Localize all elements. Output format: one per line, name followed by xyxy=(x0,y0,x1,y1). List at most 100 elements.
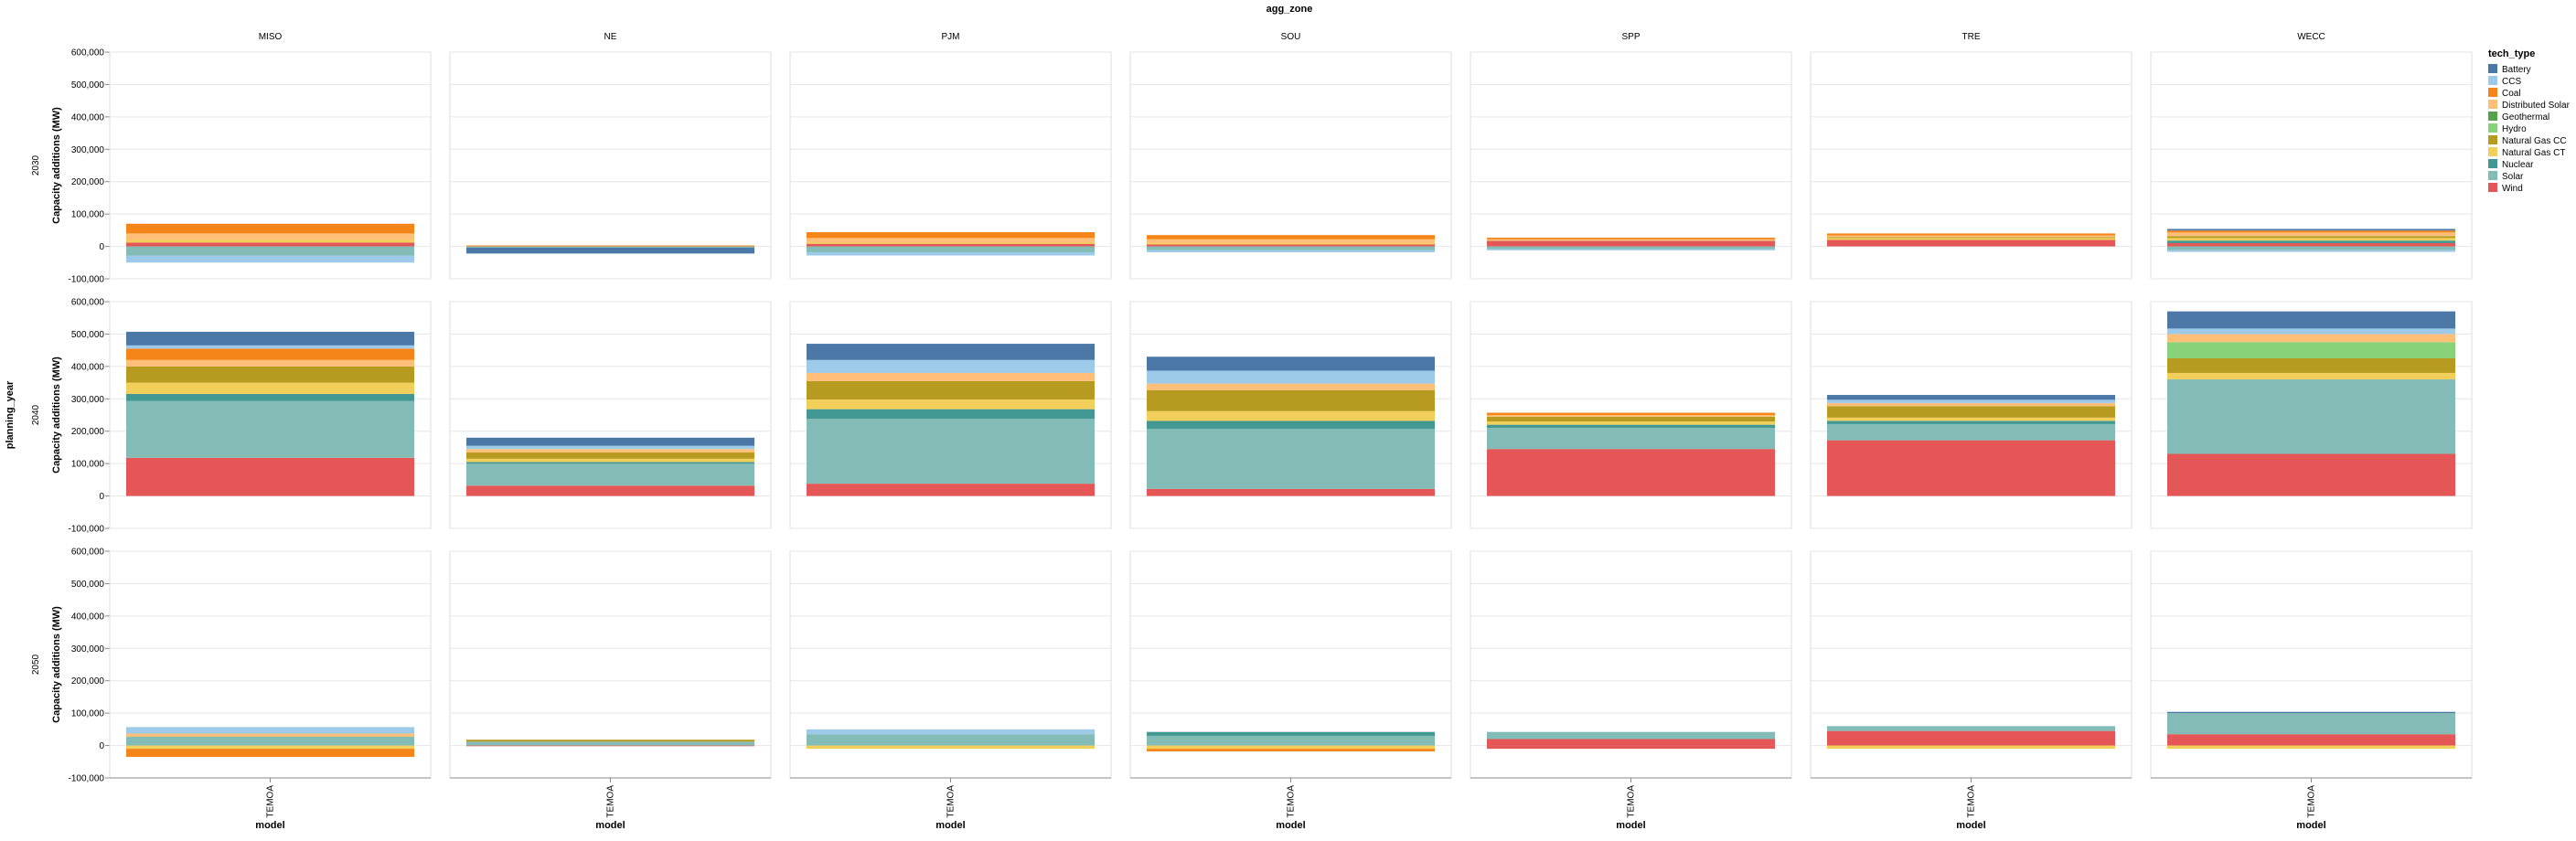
bar-segment-natural-gas-cc xyxy=(1827,237,2115,239)
bar-segment-coal xyxy=(1487,412,1775,415)
y-tick-label: 600,000 xyxy=(71,548,105,558)
legend-title: tech_type xyxy=(2488,48,2535,59)
bar-segment-battery xyxy=(1827,395,2115,400)
bar-segment-distributed-solar xyxy=(2167,232,2455,237)
bar-segment-natural-gas-ct xyxy=(126,745,414,750)
bar-segment-natural-gas-cc xyxy=(2167,358,2455,373)
bar-segment-coal xyxy=(807,231,1095,239)
y-tick-label: 100,000 xyxy=(71,709,105,719)
bar-segment-natural-gas-ct xyxy=(807,399,1095,410)
y-tick-label: 300,000 xyxy=(71,145,105,155)
legend-swatch-natural-gas-ct xyxy=(2488,147,2497,156)
bar-segment-wind xyxy=(1827,730,2115,746)
x-axis-title: model xyxy=(1276,820,1305,831)
bar-segment-battery xyxy=(807,344,1095,360)
legend-label-solar: Solar xyxy=(2502,172,2524,182)
bar-segment-natural-gas-ct xyxy=(2167,238,2455,241)
bar-segment-ccs xyxy=(126,727,414,734)
x-tick-label: TEMOA xyxy=(1287,785,1297,818)
bar-segment-solar xyxy=(1147,735,1435,746)
bar-segment-natural-gas-ct xyxy=(2167,372,2455,380)
bar-segment-wind xyxy=(126,242,414,247)
bar-segment-wind xyxy=(807,243,1095,247)
y-tick-label: 500,000 xyxy=(71,330,105,340)
bar-segment-distributed-solar xyxy=(2167,334,2455,343)
legend-label-hydro: Hydro xyxy=(2502,124,2527,134)
y-tick-label: 0 xyxy=(99,741,104,751)
bar-segment-natural-gas-ct xyxy=(1487,421,1775,425)
x-axis-title: model xyxy=(1956,820,1985,831)
y-tick-label: 600,000 xyxy=(71,48,105,59)
bar-segment-ccs xyxy=(126,255,414,263)
legend-swatch-solar xyxy=(2488,171,2497,180)
legend-swatch-geothermal xyxy=(2488,112,2497,121)
row-facet-title: planning_year xyxy=(5,380,16,449)
row-header-2040: 2040 xyxy=(31,404,41,425)
legend-label-wind: Wind xyxy=(2502,184,2523,194)
legend-label-geothermal: Geothermal xyxy=(2502,112,2549,122)
bar-segment-ccs xyxy=(1827,399,2115,403)
bar-segment-coal xyxy=(126,348,414,360)
x-tick-label: TEMOA xyxy=(2307,785,2317,818)
bar-segment-solar xyxy=(1827,423,2115,441)
bar-segment-natural-gas-cc xyxy=(466,452,754,459)
bar-segment-ccs xyxy=(1487,249,1775,250)
legend-label-distributed-solar: Distributed Solar xyxy=(2502,101,2571,111)
bar-segment-wind xyxy=(1487,745,1775,750)
bar-segment-natural-gas-ct xyxy=(1827,417,2115,421)
bar-segment-wind xyxy=(1827,240,2115,247)
bar-segment-nuclear xyxy=(466,462,754,464)
legend-swatch-ccs xyxy=(2488,76,2497,85)
x-axis-title: model xyxy=(1616,820,1645,831)
bar-segment-battery xyxy=(2167,311,2455,329)
bar-segment-battery xyxy=(126,331,414,346)
y-axis-title: Capacity additions (MW) xyxy=(51,107,62,224)
bar-segment-natural-gas-cc xyxy=(2167,236,2455,239)
y-tick-label: -100,000 xyxy=(69,275,105,285)
x-tick-label: TEMOA xyxy=(266,785,276,818)
y-tick-label: 500,000 xyxy=(71,580,105,590)
bar-segment-natural-gas-ct xyxy=(1147,410,1435,421)
bar-segment-solar xyxy=(126,400,414,458)
row-header-2030: 2030 xyxy=(31,154,41,176)
x-tick-label: TEMOA xyxy=(946,785,957,818)
bar-segment-natural-gas-ct xyxy=(2167,745,2455,750)
x-tick-label: TEMOA xyxy=(606,785,616,818)
y-tick-label: 500,000 xyxy=(71,80,105,90)
bar-segment-solar xyxy=(1147,246,1435,250)
legend-swatch-distributed-solar xyxy=(2488,100,2497,109)
column-header-ne: NE xyxy=(604,32,617,42)
y-tick-label: 400,000 xyxy=(71,612,105,622)
x-axis-title: model xyxy=(2296,820,2325,831)
bar-segment-distributed-solar xyxy=(807,372,1095,381)
bar-segment-distributed-solar xyxy=(1147,239,1435,243)
y-tick-label: 100,000 xyxy=(71,210,105,220)
x-tick-label: TEMOA xyxy=(1967,785,1977,818)
chart-title: agg_zone xyxy=(1267,4,1313,15)
bar-segment-natural-gas-ct xyxy=(126,240,414,243)
bar-segment-wind xyxy=(1487,739,1775,746)
bar-segment-wind xyxy=(807,484,1095,496)
y-tick-label: 300,000 xyxy=(71,644,105,655)
bar-segment-wind xyxy=(466,485,754,496)
bar-segment-natural-gas-ct xyxy=(126,382,414,394)
bar-segment-coal xyxy=(1487,238,1775,240)
bar-segment-distributed-solar xyxy=(1487,415,1775,417)
bar-segment-nuclear xyxy=(1827,420,2115,424)
facet-panel xyxy=(449,51,772,280)
y-tick-label: 400,000 xyxy=(71,362,105,372)
y-axis-title: Capacity additions (MW) xyxy=(51,357,62,474)
bar-segment-coal xyxy=(1827,233,2115,236)
bar-segment-ccs xyxy=(1147,250,1435,252)
bar-segment-natural-gas-ct xyxy=(466,458,754,463)
bar-segment-coal xyxy=(126,223,414,234)
legend-swatch-coal xyxy=(2488,88,2497,97)
bar-segment-battery xyxy=(466,247,754,254)
bar-segment-battery xyxy=(466,437,754,446)
bar-segment-solar xyxy=(1147,429,1435,489)
bar-segment-ccs xyxy=(807,729,1095,735)
bar-segment-solar xyxy=(807,734,1095,746)
bar-segment-wind xyxy=(126,457,414,496)
bar-segment-solar xyxy=(126,246,414,256)
row-header-2050: 2050 xyxy=(31,654,41,675)
